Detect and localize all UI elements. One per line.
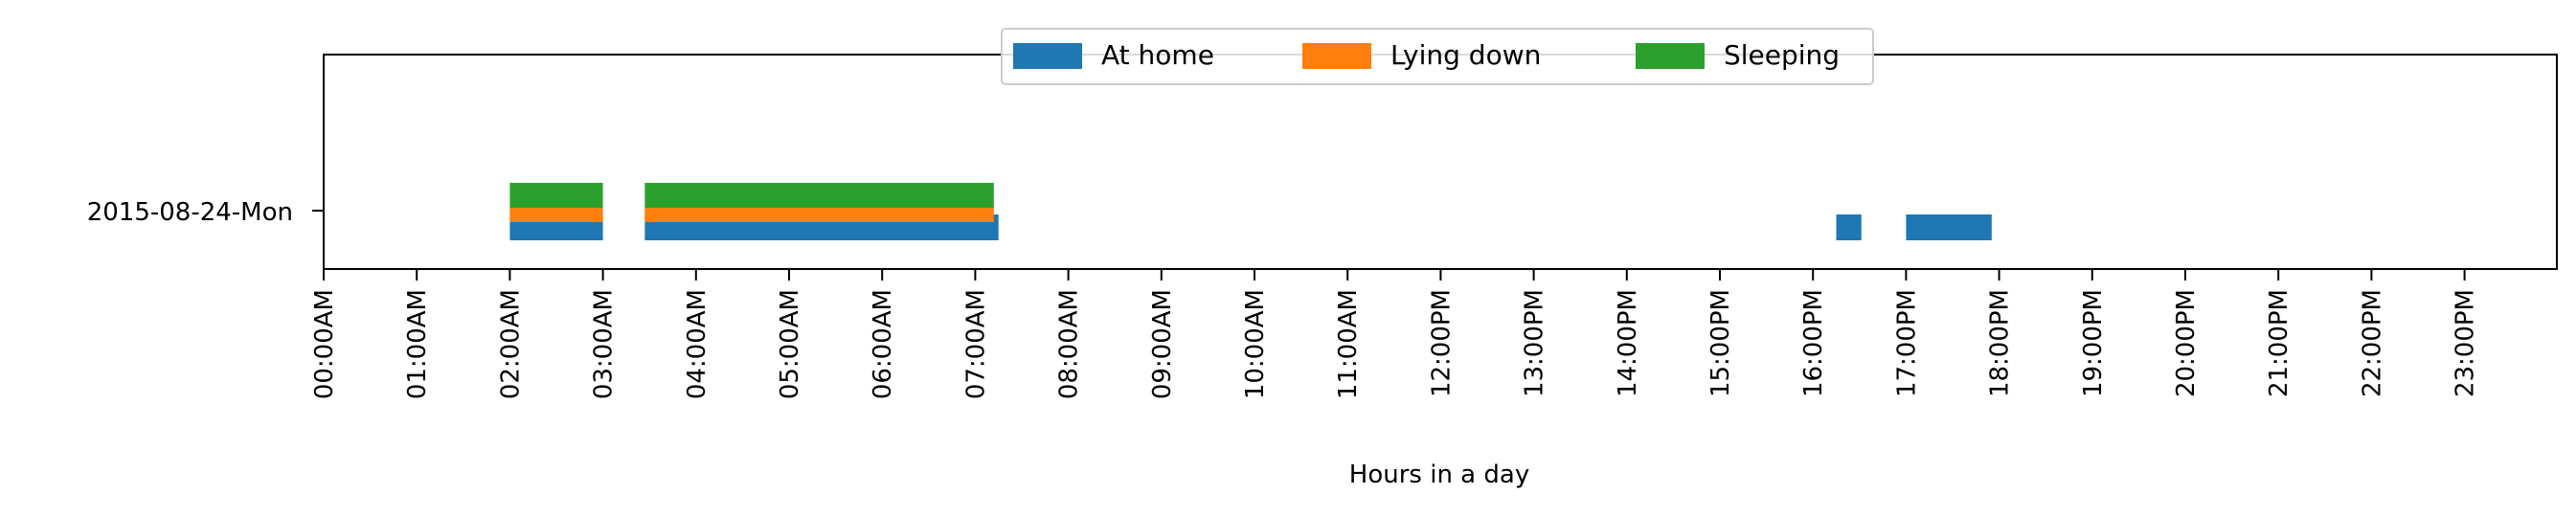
legend-box [1001,28,1874,85]
bar-lying-down [509,207,603,222]
y-axis: 2015-08-24-Mon [87,198,324,227]
x-tick-label: 23:00PM [2452,289,2480,397]
legend-label: Lying down [1390,39,1541,71]
bar-at-home [1836,214,1862,240]
x-tick-label: 14:00PM [1614,289,1642,397]
x-tick-label: 18:00PM [1986,289,2015,397]
row-label: 2015-08-24-Mon [87,198,293,227]
x-tick-label: 01:00AM [403,289,432,399]
x-tick-label: 20:00PM [2172,289,2201,397]
bar-sleeping [644,183,994,208]
x-tick-label: 13:00PM [1521,289,1549,397]
x-tick-label: 15:00PM [1706,289,1735,397]
legend-swatch-lying-down [1302,43,1371,69]
x-tick-label: 09:00AM [1148,289,1177,399]
x-axis-label: Hours in a day [1349,461,1529,489]
x-tick-label: 04:00AM [683,289,712,399]
x-tick-label: 17:00PM [1892,289,1921,397]
x-tick-label: 08:00AM [1055,289,1084,399]
x-tick-label: 22:00PM [2358,289,2386,397]
x-tick-label: 12:00PM [1427,289,1456,397]
legend: At home Lying down Sleeping [1001,28,1874,85]
bar-at-home [1906,214,1992,240]
x-tick-label: 05:00AM [776,289,804,399]
x-tick-label: 03:00AM [590,289,619,399]
x-tick-label: 00:00AM [310,289,339,399]
legend-label: Sleeping [1724,39,1840,71]
x-tick-label: 07:00AM [961,289,990,399]
bar-lying-down [644,207,994,222]
x-tick-label: 19:00PM [2079,289,2108,397]
x-axis-ticks: 00:00AM 01:00AM 02:00AM 03:00AM 04:00AM 05:00… [310,269,2480,399]
x-tick-label: 06:00AM [869,289,897,399]
x-tick-label: 02:00AM [496,289,525,399]
x-tick-label: 10:00AM [1241,289,1270,399]
x-tick-label: 16:00PM [1799,289,1828,397]
x-tick-label: 21:00PM [2265,289,2294,397]
legend-swatch-at-home [1013,43,1082,69]
bars-layer [509,183,1992,240]
legend-swatch-sleeping [1636,43,1705,69]
legend-label: At home [1101,39,1214,71]
x-tick-label: 11:00AM [1334,289,1363,399]
bar-sleeping [509,183,603,208]
